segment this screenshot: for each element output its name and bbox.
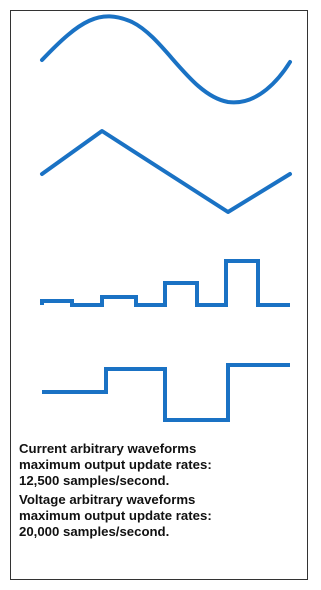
pulse-waveform — [42, 363, 290, 422]
sine-waveform — [40, 14, 292, 105]
voltage-rate-caption: Voltage arbitrary waveforms maximum outp… — [19, 492, 212, 539]
current-rate-caption: Current arbitrary waveforms maximum outp… — [19, 441, 212, 488]
arbitrary-step-waveform — [40, 259, 290, 307]
triangle-waveform — [40, 129, 292, 214]
